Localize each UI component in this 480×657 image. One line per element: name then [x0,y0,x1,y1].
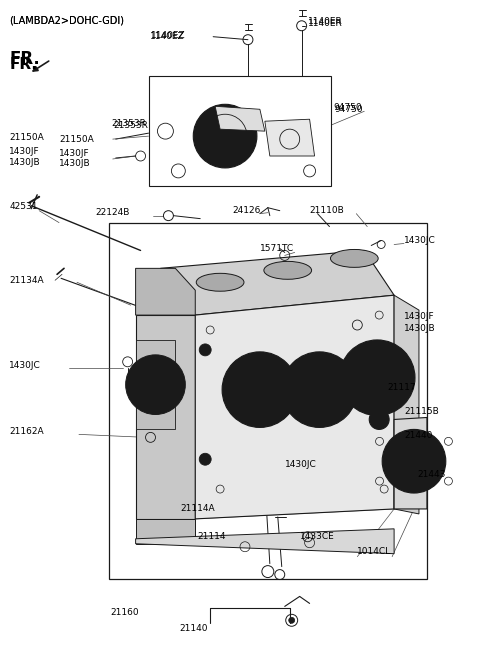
Circle shape [382,430,446,493]
Text: 1140ER: 1140ER [308,17,342,26]
Polygon shape [394,417,427,509]
Text: 22124B: 22124B [96,208,130,217]
Text: 1430JB: 1430JB [59,160,91,168]
Polygon shape [136,268,195,315]
Polygon shape [136,529,394,554]
Text: 94750: 94750 [335,104,363,114]
Text: 1430JB: 1430JB [9,158,41,168]
Text: 1140ER: 1140ER [308,19,342,28]
Text: 21115B: 21115B [404,407,439,416]
Text: (LAMBDA2>DOHC-GDI): (LAMBDA2>DOHC-GDI) [9,16,124,26]
Text: 21443: 21443 [417,470,445,479]
Text: FR.: FR. [9,57,37,72]
Text: 21150A: 21150A [59,135,94,144]
Circle shape [199,453,211,465]
Circle shape [369,409,389,430]
Text: 1430JC: 1430JC [285,460,316,468]
Text: 1571TC: 1571TC [260,244,294,253]
Text: 1014CL: 1014CL [357,547,392,556]
Text: 1430JC: 1430JC [404,236,436,245]
Circle shape [282,352,357,428]
Circle shape [199,344,211,356]
Text: (LAMBDA2>DOHC-GDI): (LAMBDA2>DOHC-GDI) [9,16,124,26]
Circle shape [222,352,298,428]
Text: 21110B: 21110B [310,206,344,215]
Text: 24126: 24126 [232,206,261,215]
Circle shape [126,355,185,415]
Text: 1430JF: 1430JF [59,148,90,158]
Text: 21140: 21140 [180,623,208,633]
Text: 1430JC: 1430JC [9,361,41,371]
Text: 21114A: 21114A [180,505,215,514]
Polygon shape [394,295,419,514]
Polygon shape [265,119,314,156]
Text: 1430JB: 1430JB [404,323,436,332]
Text: 1430JF: 1430JF [9,147,40,156]
Polygon shape [215,106,265,131]
Text: 1430JF: 1430JF [404,311,435,321]
Bar [148,76,332,186]
Text: 1140EZ: 1140EZ [151,31,185,40]
Text: 21162A: 21162A [9,427,44,436]
Text: 21114: 21114 [198,532,226,541]
Circle shape [288,618,295,623]
Polygon shape [136,315,195,519]
Circle shape [351,392,363,403]
Polygon shape [136,340,175,430]
Text: 21134A: 21134A [9,276,44,284]
Text: 1140EZ: 1140EZ [150,32,184,41]
Text: 21353R: 21353R [114,121,148,129]
Circle shape [339,340,415,415]
Text: 21353R: 21353R [112,119,146,127]
Text: 21117: 21117 [387,383,416,392]
Ellipse shape [264,261,312,279]
Polygon shape [160,250,394,315]
Text: 94750: 94750 [334,102,362,112]
Text: 1433CE: 1433CE [300,532,335,541]
Ellipse shape [330,250,378,267]
Text: 42531: 42531 [9,202,38,211]
Polygon shape [136,519,195,544]
Circle shape [193,104,257,168]
Ellipse shape [196,273,244,291]
Text: 21160: 21160 [110,608,139,617]
Text: 21150A: 21150A [9,133,44,142]
Text: FR.: FR. [9,50,40,68]
Text: 21440: 21440 [404,431,432,440]
Polygon shape [195,295,394,519]
Bar [109,223,427,579]
